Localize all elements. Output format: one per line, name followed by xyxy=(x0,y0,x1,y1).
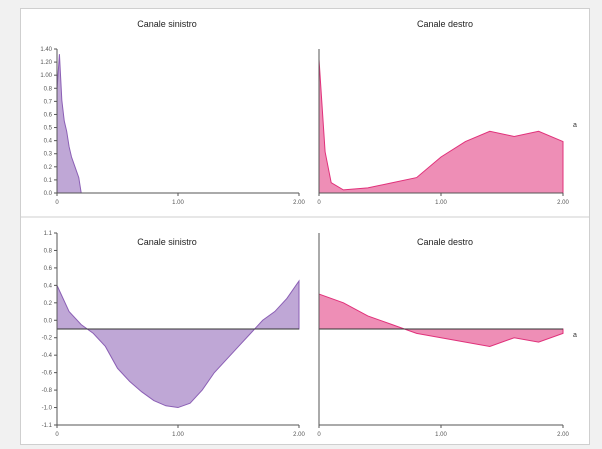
panel-3-y-tick-label: 0.2 xyxy=(44,301,53,307)
panel-1-y-tick-label: 1.00 xyxy=(40,73,52,79)
panel-3-y-tick-label: 0.4 xyxy=(44,283,53,289)
panel-3-title: Canale sinistro xyxy=(137,237,197,247)
panel-3-y-tick-label: 0.8 xyxy=(44,248,53,254)
panel-2-x-tick-label: 2.00 xyxy=(557,200,569,206)
panel-3-x-tick-label: 1.00 xyxy=(172,432,184,438)
panel-3-y-tick-label: -0.4 xyxy=(42,353,53,359)
panel-1-x-tick-label: 0 xyxy=(55,200,59,206)
panel-2-title: Canale destro xyxy=(417,19,473,29)
panel-3-y-tick-label: -1.1 xyxy=(42,423,53,429)
panel-1-y-tick-label: 0.1 xyxy=(44,178,53,184)
panel-1-y-tick-label: 0.5 xyxy=(44,126,53,132)
panel-3-area xyxy=(56,279,300,409)
panel-4-x-tick-label: 1.00 xyxy=(435,432,447,438)
panel-2-x-tick-label: 1.00 xyxy=(435,200,447,206)
panel-4-x-tick-label: 2.00 xyxy=(557,432,569,438)
side-mark-bottom: a xyxy=(573,332,577,339)
panel-1-y-tick-label: 1.20 xyxy=(40,60,52,66)
panel-1-y-tick-label: 0.3 xyxy=(44,152,53,158)
side-mark-top: a xyxy=(573,122,577,129)
panel-3-x-tick-label: 2.00 xyxy=(293,432,305,438)
panel-1-y-tick-label: 0.7 xyxy=(44,99,53,105)
panel-3-y-tick-label: -0.6 xyxy=(42,371,53,377)
panel-3-y-tick-label: -0.8 xyxy=(42,388,53,394)
panel-4-x-tick-label: 0 xyxy=(317,432,321,438)
panel-1-y-tick-label: 0.8 xyxy=(44,86,53,92)
panel-3-y-tick-label: 1.1 xyxy=(44,231,53,237)
panel-3-y-tick-label: 0.6 xyxy=(44,266,53,272)
panel-1-y-tick-label: 0.0 xyxy=(44,191,53,197)
figure: Canale sinistro Canale destro Canale sin… xyxy=(20,8,590,445)
panel-1-area xyxy=(56,54,299,194)
panel-1-y-tick-label: 1.40 xyxy=(40,47,52,53)
panel-2-area xyxy=(318,59,564,194)
panel-3-y-tick-label: -0.2 xyxy=(42,336,53,342)
panel-1-x-tick-label: 2.00 xyxy=(293,200,305,206)
panel-1-y-tick-label: 0.6 xyxy=(44,112,53,118)
panel-1-y-tick-label: 0.2 xyxy=(44,165,53,171)
panel-2-x-tick-label: 0 xyxy=(317,200,321,206)
panel-1-x-tick-label: 1.00 xyxy=(172,200,184,206)
panel-4-area xyxy=(318,293,564,347)
panel-4-title: Canale destro xyxy=(417,237,473,247)
panel-3-y-tick-label: -1.0 xyxy=(42,406,53,412)
panel-1-title: Canale sinistro xyxy=(137,19,197,29)
panel-3-x-tick-label: 0 xyxy=(55,432,59,438)
panel-1-y-tick-label: 0.4 xyxy=(44,139,53,145)
chart-svg: Canale sinistro Canale destro Canale sin… xyxy=(21,19,589,438)
panel-3-y-tick-label: 0.0 xyxy=(44,318,53,324)
